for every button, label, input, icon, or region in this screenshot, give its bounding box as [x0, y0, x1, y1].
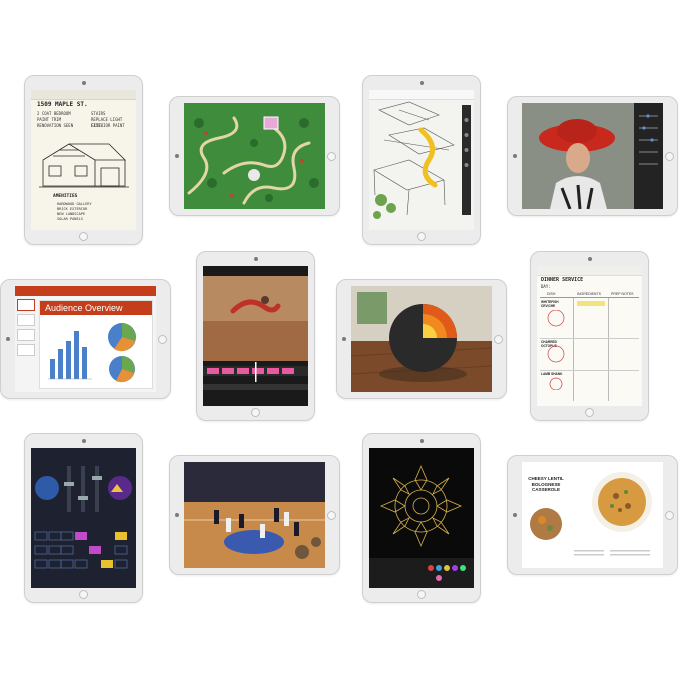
planner-col-ingredients: INGREDIENTS [577, 292, 601, 296]
tablet-recipe: CHEESY LENTIL BOLOGNESE CASSEROLE [507, 455, 678, 575]
front-camera [419, 81, 424, 85]
tablet-mandala-art [362, 433, 481, 603]
planner-title: DINNER SERVICE [541, 277, 584, 283]
maze-game-scene [184, 103, 325, 209]
front-camera [6, 337, 10, 341]
presentation-screen: Audience Overview [15, 286, 156, 392]
planner-col-prep: PREP NOTES [611, 292, 634, 296]
tablet-video-editor [196, 251, 315, 421]
dish-1: WHITEFISH CEVICHE [541, 300, 559, 308]
home-button[interactable] [327, 510, 336, 520]
home-button[interactable] [251, 408, 260, 417]
dish-2: CHARRED OCTOPUS [541, 340, 557, 348]
notes-list-item-2: BRICK EXTERIOR [57, 207, 88, 211]
front-camera [81, 81, 86, 85]
tablet-notes-sketch: 1509 MAPLE ST. 2 COAT BEDROOM PAINT TRIM… [24, 75, 143, 245]
planner-grid [540, 297, 639, 401]
ingredient-highlight [577, 301, 605, 306]
maze-game-screen [184, 103, 325, 209]
home-button[interactable] [665, 510, 674, 520]
notes-line-2: 2 COAT BEDROOM [37, 111, 71, 116]
notes-list-item-3: NEW LANDSCAPE [57, 212, 86, 216]
architecture-toolbar [369, 90, 474, 100]
front-camera [253, 257, 258, 261]
tablet-maze-game [169, 96, 340, 216]
slide-thumbnails [17, 299, 35, 390]
presentation-ribbon [15, 286, 156, 296]
slide-charts [48, 323, 136, 383]
home-button[interactable] [79, 590, 88, 599]
notes-screen: 1509 MAPLE ST. 2 COAT BEDROOM PAINT TRIM… [31, 90, 136, 230]
recipe-screen: CHEESY LENTIL BOLOGNESE CASSEROLE [522, 462, 663, 568]
notes-line-5: STAIRS [91, 111, 106, 116]
mandala-screen [369, 448, 474, 588]
tablet-architecture-sketch [362, 75, 481, 245]
mandala-drawing [369, 448, 474, 588]
earth-cutaway-model [351, 286, 492, 392]
tablet-dinner-planner: DINNER SERVICE DAY: DISH INGREDIENTS PRE… [530, 251, 649, 421]
house-sketch-drawing [39, 143, 129, 188]
home-button[interactable] [494, 334, 503, 344]
front-camera [175, 154, 179, 158]
front-camera [587, 257, 592, 261]
notes-line-7: EXTERIOR PAINT [91, 123, 125, 128]
tablet-basketball-game [169, 455, 340, 575]
tablet-music-mixer [24, 433, 143, 603]
notes-list-item-1: HARDWOOD GALLERY [57, 202, 92, 206]
notes-line-4: RENOVATION SEEN [37, 123, 74, 128]
video-frame [203, 276, 308, 390]
home-button[interactable] [79, 232, 88, 241]
notes-list-title: AMENITIES [53, 194, 78, 199]
planner-screen: DINNER SERVICE DAY: DISH INGREDIENTS PRE… [537, 266, 642, 406]
home-button[interactable] [665, 151, 674, 161]
slide-title: Audience Overview [40, 301, 152, 315]
basketball-court [184, 462, 325, 568]
front-camera [81, 439, 86, 443]
front-camera [419, 439, 424, 443]
dish-3: LAMB SHANK [541, 372, 563, 376]
planner-subtitle: DAY: [541, 284, 551, 289]
mixer-pads [31, 448, 136, 588]
home-button[interactable] [417, 232, 426, 241]
notes-line-3: PAINT TRIM [37, 117, 62, 122]
basketball-game-screen [184, 462, 325, 568]
tablet-presentation: Audience Overview [0, 279, 171, 399]
home-button[interactable] [158, 334, 167, 344]
notes-line-6: REPLACE LIGHT FIXT. [91, 117, 123, 128]
planner-col-dish: DISH [547, 292, 556, 296]
architecture-drawing [373, 101, 471, 219]
architecture-screen [369, 90, 474, 230]
slide-canvas: Audience Overview [39, 300, 153, 389]
portrait-photo [522, 103, 663, 209]
photo-editor-screen [522, 103, 663, 209]
recipe-title: CHEESY LENTIL BOLOGNESE CASSEROLE [528, 476, 564, 492]
music-mixer-screen [31, 448, 136, 588]
tablet-photo-editor [507, 96, 678, 216]
notes-line-1: 1509 MAPLE ST. [37, 101, 88, 108]
home-button[interactable] [327, 151, 336, 161]
home-button[interactable] [417, 590, 426, 599]
home-button[interactable] [585, 408, 594, 417]
front-camera [513, 154, 517, 158]
tablet-ar-earth [336, 279, 507, 399]
front-camera [342, 337, 346, 341]
recipe-photos [530, 472, 652, 556]
dish-sketches [547, 310, 565, 390]
ar-earth-screen [351, 286, 492, 392]
front-camera [513, 513, 517, 517]
notes-toolbar [31, 90, 136, 100]
front-camera [175, 513, 179, 517]
notes-list-item-4: SOLAR PANELS [57, 217, 83, 221]
video-editor-screen [203, 266, 308, 406]
planner-toolbar [537, 266, 642, 276]
